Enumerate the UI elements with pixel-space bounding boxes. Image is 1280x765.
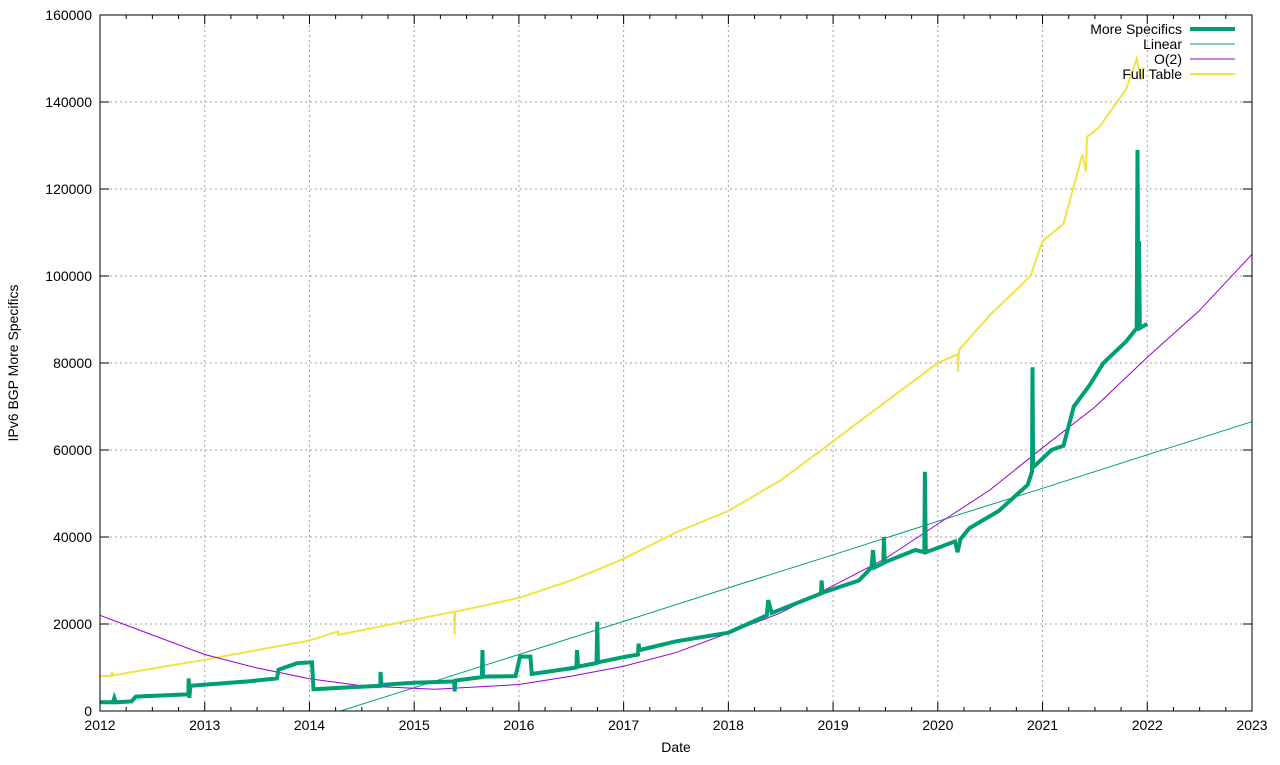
y-axis-label: IPv6 BGP More Specifics	[5, 285, 21, 442]
x-tick-label: 2014	[294, 717, 325, 733]
grid	[100, 15, 1252, 711]
x-tick-label: 2017	[608, 717, 639, 733]
y-tick-label: 0	[84, 703, 92, 719]
x-tick-label: 2013	[189, 717, 220, 733]
x-tick-label: 2018	[713, 717, 744, 733]
x-axis-label: Date	[661, 739, 691, 755]
x-tick-label: 2016	[503, 717, 534, 733]
y-tick-label: 120000	[45, 181, 92, 197]
axis-ticks: 2012 2013 2014 2015 2016 2017 2018 2019 2020 2021…	[45, 7, 1267, 733]
legend-label: O(2)	[1154, 51, 1182, 67]
y-tick-label: 20000	[53, 616, 92, 632]
x-tick-label: 2019	[818, 717, 849, 733]
y-tick-label: 60000	[53, 442, 92, 458]
x-tick-label: 2023	[1236, 717, 1267, 733]
x-tick-label: 2022	[1132, 717, 1163, 733]
y-tick-label: 140000	[45, 94, 92, 110]
legend-label: More Specifics	[1090, 21, 1182, 37]
series-line-full-table	[99, 54, 1145, 678]
y-tick-label: 100000	[45, 268, 92, 284]
y-tick-label: 40000	[53, 529, 92, 545]
x-tick-label: 2020	[922, 717, 953, 733]
y-tick-label: 80000	[53, 355, 92, 371]
x-tick-label: 2012	[84, 717, 115, 733]
x-tick-label: 2021	[1027, 717, 1058, 733]
legend-label: Linear	[1143, 36, 1182, 52]
plot-lines	[99, 54, 1253, 712]
series-line-more-specifics	[100, 149, 1149, 705]
series-line-linear	[340, 421, 1253, 712]
legend-label: Full Table	[1122, 66, 1182, 82]
x-tick-label: 2015	[399, 717, 430, 733]
y-tick-label: 160000	[45, 7, 92, 23]
